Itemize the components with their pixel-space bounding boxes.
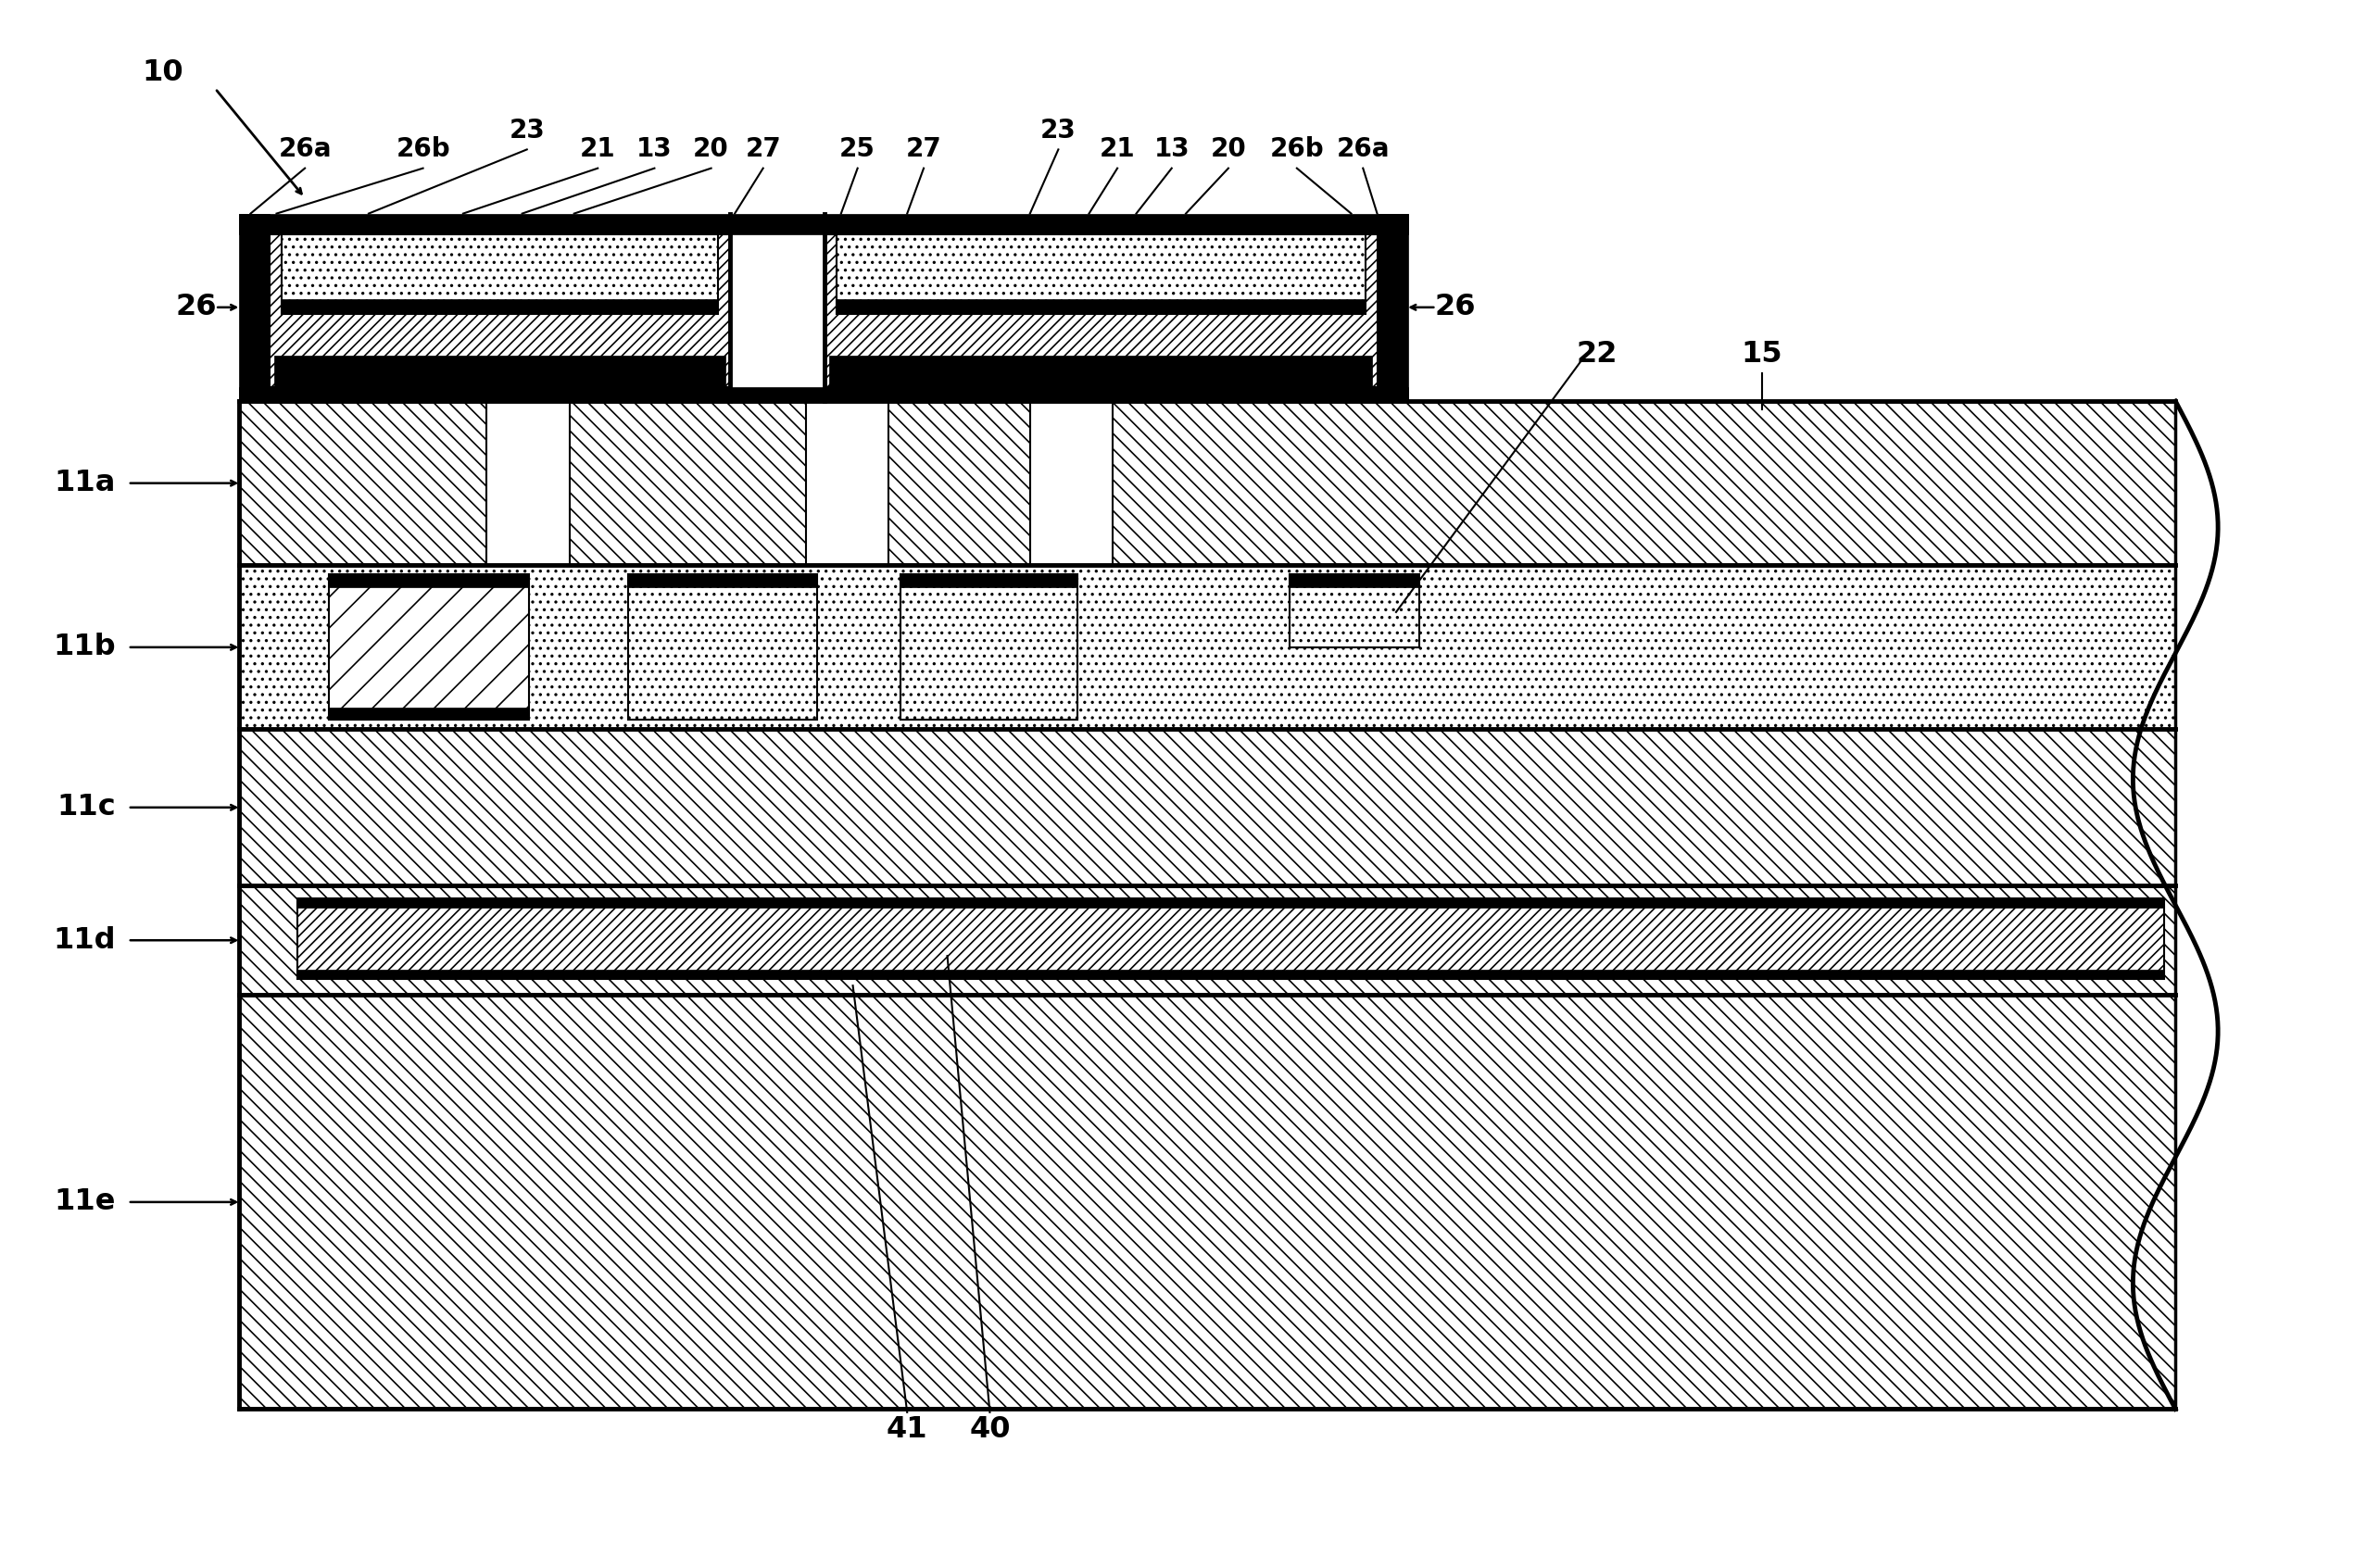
Bar xyxy=(805,401,888,564)
Bar xyxy=(630,574,817,720)
Text: 20: 20 xyxy=(1210,136,1247,163)
Bar xyxy=(239,401,2175,564)
Bar xyxy=(1378,213,1408,401)
Text: 20: 20 xyxy=(694,136,729,163)
Text: 40: 40 xyxy=(968,1414,1011,1444)
Text: 10: 10 xyxy=(142,58,185,88)
Bar xyxy=(239,886,2175,996)
Text: 26b: 26b xyxy=(1269,136,1323,163)
Bar xyxy=(729,213,824,401)
Text: 26: 26 xyxy=(1434,293,1475,321)
Bar xyxy=(298,898,2163,908)
Text: 41: 41 xyxy=(888,1414,928,1444)
Bar xyxy=(239,213,1408,234)
Bar xyxy=(282,299,717,314)
Text: 13: 13 xyxy=(1153,136,1191,163)
Bar xyxy=(630,574,817,586)
Text: 23: 23 xyxy=(1041,118,1077,144)
Text: 27: 27 xyxy=(746,136,781,163)
Bar xyxy=(239,564,2175,729)
Text: 13: 13 xyxy=(637,136,672,163)
Text: 21: 21 xyxy=(580,136,615,163)
Bar xyxy=(1290,574,1420,586)
Text: 15: 15 xyxy=(1742,340,1782,368)
Text: 21: 21 xyxy=(1101,136,1136,163)
Bar xyxy=(836,234,1366,314)
Bar xyxy=(899,574,1077,586)
Bar xyxy=(899,574,1077,720)
Bar xyxy=(298,898,2163,980)
Bar xyxy=(329,707,530,720)
Bar xyxy=(488,401,570,564)
Text: 11a: 11a xyxy=(54,469,116,497)
Bar xyxy=(270,234,729,387)
Bar xyxy=(282,234,717,314)
Bar xyxy=(1030,401,1112,564)
Bar xyxy=(329,574,530,720)
Text: 23: 23 xyxy=(509,118,544,144)
Text: 26a: 26a xyxy=(1337,136,1389,163)
Text: 26a: 26a xyxy=(279,136,331,163)
Text: 22: 22 xyxy=(1576,340,1617,368)
Text: 27: 27 xyxy=(907,136,942,163)
Text: 26: 26 xyxy=(175,293,218,321)
Bar xyxy=(329,574,530,586)
Bar xyxy=(239,996,2175,1410)
Text: 11d: 11d xyxy=(54,927,116,955)
Bar xyxy=(239,387,1408,401)
Bar xyxy=(836,299,1366,314)
Text: 11b: 11b xyxy=(54,633,116,662)
Text: 25: 25 xyxy=(840,136,876,163)
Text: 11e: 11e xyxy=(54,1187,116,1217)
Bar xyxy=(239,729,2175,886)
Bar xyxy=(298,971,2163,980)
Bar xyxy=(239,213,270,401)
Bar xyxy=(824,234,1378,387)
Text: 26b: 26b xyxy=(395,136,450,163)
Text: 11c: 11c xyxy=(57,793,116,822)
Bar xyxy=(828,356,1373,387)
Bar xyxy=(239,213,1408,401)
Bar xyxy=(275,356,724,387)
Bar xyxy=(1290,574,1420,648)
